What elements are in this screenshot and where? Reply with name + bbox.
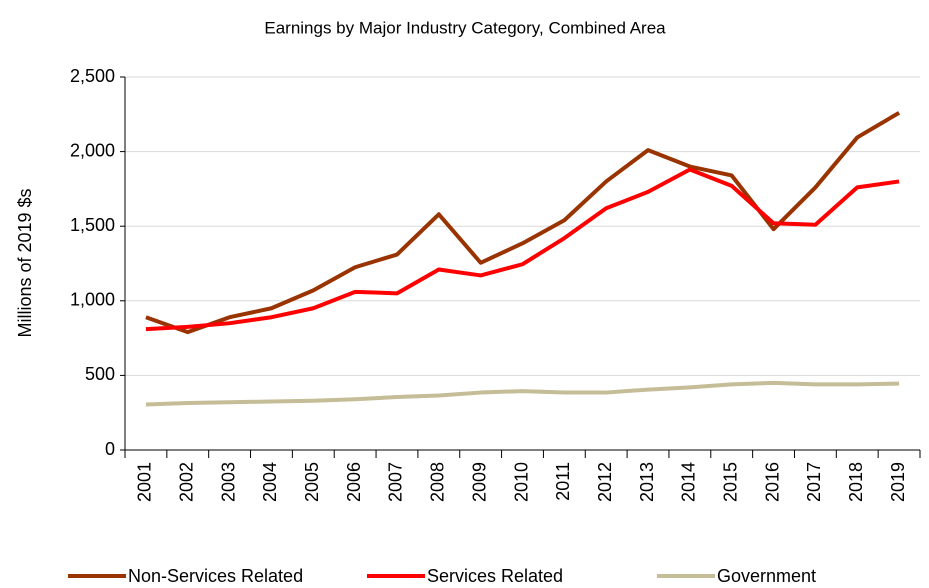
x-tick-label: 2001	[135, 462, 155, 502]
series-line	[145, 380, 900, 407]
legend-label: Non-Services Related	[128, 566, 303, 586]
legend-label: Services Related	[427, 566, 563, 586]
x-tick-label: 2014	[679, 462, 699, 502]
x-tick-label: 2008	[428, 462, 448, 502]
x-tick-label: 2007	[386, 462, 406, 502]
x-tick-label: 2017	[804, 462, 824, 502]
y-tick-label: 500	[85, 364, 115, 384]
y-tick-label: 1,000	[70, 290, 115, 310]
y-axis-label: Millions of 2019 $s	[15, 188, 35, 337]
x-tick-label: 2002	[177, 462, 197, 502]
x-tick-label: 2015	[720, 462, 740, 502]
x-tick-label: 2003	[218, 462, 238, 502]
y-tick-label: 1,500	[70, 215, 115, 235]
x-tick-label: 2012	[595, 462, 615, 502]
x-tick-label: 2010	[511, 462, 531, 502]
y-tick-label: 2,500	[70, 66, 115, 86]
legend-label: Government	[717, 566, 816, 586]
x-tick-label: 2004	[260, 462, 280, 502]
chart-title: Earnings by Major Industry Category, Com…	[264, 18, 666, 37]
series-line	[145, 167, 900, 332]
x-tick-label: 2013	[637, 462, 657, 502]
series-line	[145, 111, 901, 335]
x-tick-label: 2016	[762, 462, 782, 502]
x-tick-label: 2011	[553, 462, 573, 501]
x-tick-label: 2009	[469, 462, 489, 502]
x-tick-label: 2005	[302, 462, 322, 502]
x-tick-label: 2019	[888, 462, 908, 502]
y-tick-label: 2,000	[70, 140, 115, 160]
y-tick-label: 0	[105, 439, 115, 459]
x-tick-label: 2006	[344, 462, 364, 502]
x-tick-label: 2018	[846, 462, 866, 502]
